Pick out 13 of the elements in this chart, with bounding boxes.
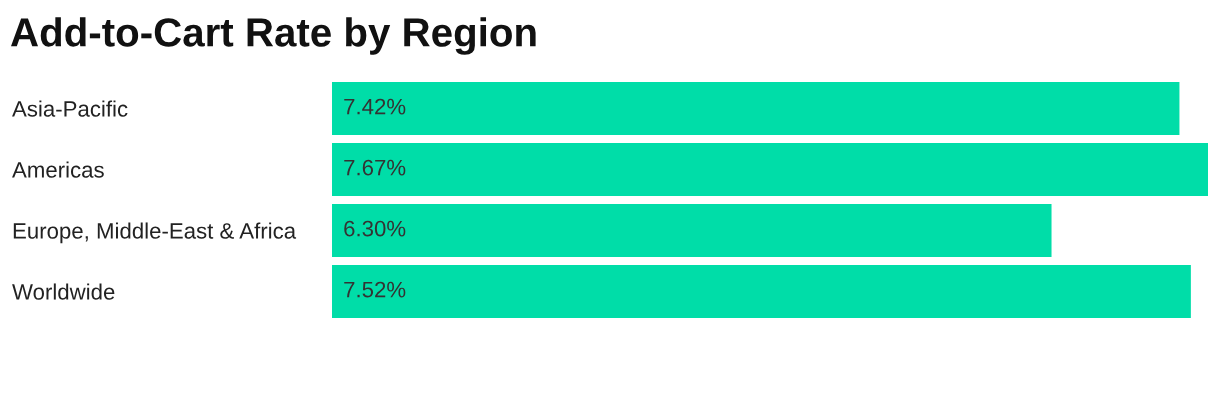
bar [332,203,1052,258]
data-label: 7.52% [344,281,406,298]
data-label: 7.67% [344,159,406,176]
y-tick-label: Europe, Middle-East & Africa [13,222,297,244]
bar [332,142,1208,197]
y-tick-label: Asia-Pacific [12,100,128,117]
data-label: 6.30% [344,220,406,237]
bar [332,264,1191,319]
y-tick-label: Americas [12,161,104,178]
chart-title: Add-to-Cart Rate by Region [11,17,536,55]
data-label: 7.42% [344,98,406,115]
bar [332,81,1180,136]
y-tick-label: Worldwide [12,283,115,300]
